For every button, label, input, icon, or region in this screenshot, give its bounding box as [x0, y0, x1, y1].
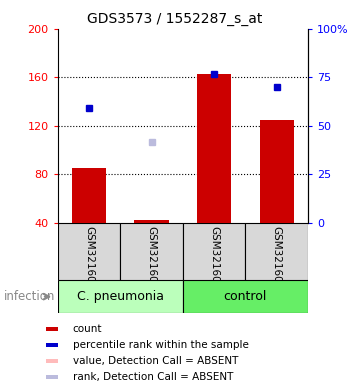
Text: rank, Detection Call = ABSENT: rank, Detection Call = ABSENT: [73, 372, 233, 382]
Text: GSM321608: GSM321608: [147, 226, 156, 289]
Bar: [183, 223, 245, 280]
Text: count: count: [73, 324, 102, 334]
Bar: [120, 223, 183, 280]
Bar: [72, 168, 106, 223]
Text: GSM321606: GSM321606: [272, 226, 282, 289]
Bar: [47, 343, 58, 347]
Text: GSM321605: GSM321605: [209, 226, 219, 289]
Text: GSM321607: GSM321607: [84, 226, 94, 289]
Text: value, Detection Call = ABSENT: value, Detection Call = ABSENT: [73, 356, 238, 366]
Bar: [58, 223, 120, 280]
Text: percentile rank within the sample: percentile rank within the sample: [73, 340, 248, 350]
Bar: [134, 220, 169, 223]
Bar: [47, 327, 58, 331]
Bar: [47, 359, 58, 363]
Text: control: control: [224, 290, 267, 303]
Bar: [259, 120, 294, 223]
Bar: [245, 223, 308, 280]
Bar: [183, 280, 308, 313]
Bar: [58, 280, 183, 313]
Text: C. pneumonia: C. pneumonia: [77, 290, 164, 303]
Bar: [197, 74, 231, 223]
Text: GDS3573 / 1552287_s_at: GDS3573 / 1552287_s_at: [87, 12, 263, 26]
Bar: [47, 375, 58, 379]
Text: infection: infection: [4, 290, 55, 303]
